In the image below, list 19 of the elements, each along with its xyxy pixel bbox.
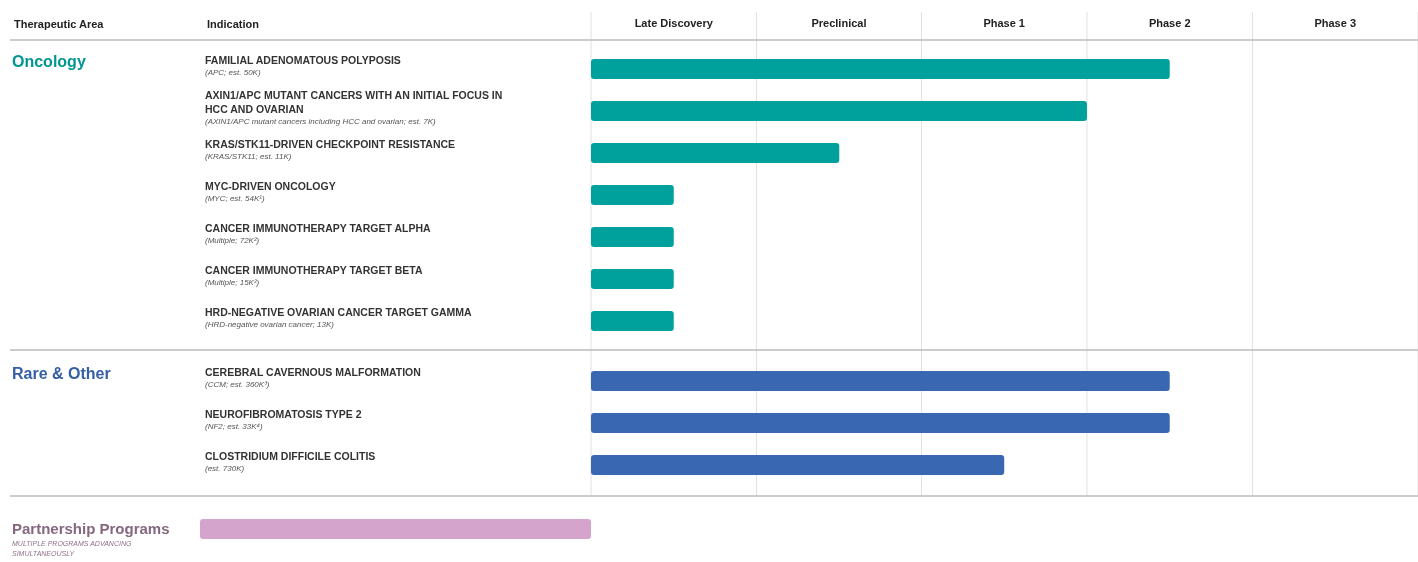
y-tick-label: CLOSTRIDIUM DIFFICILE COLITIS (est. 730K) [205, 450, 376, 473]
annotation: Late Discovery [634, 17, 714, 29]
y-tick-label: CEREBRAL CAVERNOUS MALFORMATION (CCM; est. 360K³) [205, 366, 421, 389]
y-tick-label: FAMILIAL ADENOMATOUS POLYPOSIS (APC; est. 50K) [205, 54, 401, 77]
y-tick-label: AXIN1/APC MUTANT CANCERS WITH AN INITIAL FOCUS IN HCC AND OVARIAN (AXIN1/APC mutant cancers including HCC and ovarian; est. 7K) [205, 89, 503, 126]
y-tick-label: KRAS/STK11-DRIVEN CHECKPOINT RESISTANCE (KRAS/STK11; est. 11K) [205, 138, 456, 161]
annotation: Phase 2 [1148, 17, 1191, 29]
y-tick-label: MYC-DRIVEN ONCOLOGY (MYC; est. 54K¹) [205, 180, 336, 203]
annotation: Phase 1 [983, 17, 1026, 29]
text: Phase 3 [1314, 17, 1357, 29]
annotation: Preclinical [811, 17, 867, 29]
y-tick-label: CANCER IMMUNOTHERAPY TARGET ALPHA (Multiple; 72K²) [205, 222, 431, 245]
y-tick-label: HRD-NEGATIVE OVARIAN CANCER TARGET GAMMA (HRD-negative ovarian cancer; 13K) [205, 306, 472, 329]
text: Rare & Other [12, 365, 111, 382]
text: Therapeutic Area [14, 18, 105, 30]
text: Oncology [12, 53, 86, 70]
y-tick-label: NEUROFIBROMATOSIS TYPE 2 (NF2; est. 33K⁴) [205, 408, 362, 431]
y-tick-label: CANCER IMMUNOTHERAPY TARGET BETA (Multiple; 15K²) [205, 264, 423, 287]
text: Indication [207, 18, 260, 30]
